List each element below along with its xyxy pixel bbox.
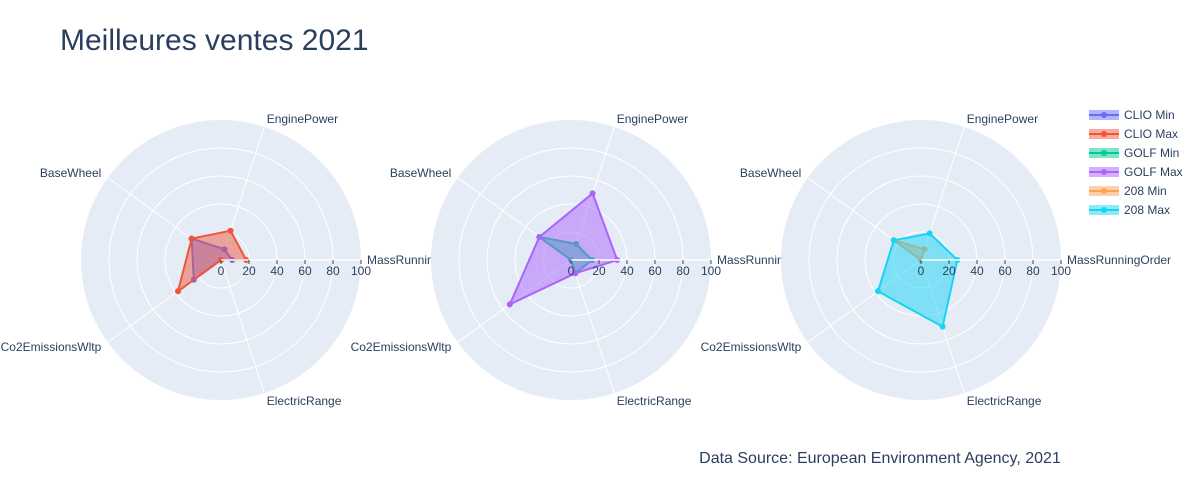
- data-point-golf_max-1: [589, 190, 596, 197]
- angular-axis-label: EnginePower: [267, 112, 338, 126]
- angular-axis-label: BaseWheel: [390, 166, 451, 180]
- angular-axis-label: EnginePower: [967, 112, 1038, 126]
- angular-gridline: [570, 259, 615, 394]
- radial-tick-label: 80: [1026, 264, 1040, 278]
- legend-marker: [1101, 112, 1107, 118]
- legend-item-clio_min[interactable]: CLIO Min: [1089, 108, 1175, 122]
- data-point-clio_max-1: [227, 227, 234, 234]
- radial-tick-label: 100: [1051, 264, 1071, 278]
- legend-item-p208_min[interactable]: 208 Min: [1089, 184, 1167, 198]
- angular-axis-label: EnginePower: [617, 112, 688, 126]
- radial-tick-label: 80: [676, 264, 690, 278]
- radial-tick-label: 60: [998, 264, 1012, 278]
- radial-tick-label: 40: [620, 264, 634, 278]
- polar-subplot-3: 0 20 40 60 80 100MassRunningOrderEnginePowerB…: [701, 112, 1171, 408]
- legend-item-golf_max[interactable]: GOLF Max: [1089, 165, 1183, 179]
- data-point-p208_max-4: [939, 323, 946, 330]
- series-area-p208_max: [877, 232, 959, 328]
- chart-title: Meilleures ventes 2021: [60, 24, 369, 57]
- data-point-golf_max-3: [506, 301, 513, 308]
- angular-gridline: [220, 259, 265, 394]
- polar-subplot-1: 0 20 40 60 80 100MassRunningOrderEnginePowerB…: [1, 112, 471, 408]
- data-point-p208_max-2: [890, 237, 897, 244]
- radial-tick-label: 60: [648, 264, 662, 278]
- angular-axis-label: ElectricRange: [617, 394, 692, 408]
- radial-tick-label: 20: [592, 264, 606, 278]
- data-source-note: Data Source: European Environment Agency…: [699, 450, 1061, 467]
- legend-item-clio_max[interactable]: CLIO Max: [1089, 127, 1178, 141]
- radial-tick-label: 0: [568, 264, 575, 278]
- legend-marker: [1101, 188, 1107, 194]
- radial-tick-label: 0: [918, 264, 925, 278]
- angular-axis-label: Co2EmissionsWltp: [1, 340, 102, 354]
- angular-axis-label: ElectricRange: [267, 394, 342, 408]
- legend-label: CLIO Min: [1124, 108, 1175, 122]
- data-point-golf_max-2: [536, 234, 543, 240]
- polar-subplots: 0 20 40 60 80 100MassRunningOrderEnginePowerB…: [1, 112, 1171, 408]
- radial-tick-label: 40: [270, 264, 284, 278]
- data-point-clio_max-2: [188, 235, 195, 242]
- radial-tick-label: 40: [970, 264, 984, 278]
- legend: CLIO Min CLIO Max GOLF Min GOLF Max 208 Min 2…: [1089, 108, 1183, 217]
- radial-tick-label: 60: [298, 264, 312, 278]
- legend-label: CLIO Max: [1124, 127, 1178, 141]
- legend-label: GOLF Min: [1124, 146, 1179, 160]
- angular-axis-label: Co2EmissionsWltp: [701, 340, 802, 354]
- angular-axis-label: BaseWheel: [40, 166, 101, 180]
- radial-tick-label: 0: [218, 264, 225, 278]
- polar-subplot-2: 0 20 40 60 80 100MassRunningOrderEnginePowerB…: [351, 112, 821, 408]
- legend-marker: [1101, 207, 1107, 213]
- data-point-clio_max-3: [175, 288, 181, 295]
- angular-axis-label: Co2EmissionsWltp: [351, 340, 452, 354]
- angular-axis-label: ElectricRange: [967, 394, 1042, 408]
- legend-marker: [1101, 169, 1107, 175]
- series-area-golf_max: [508, 192, 619, 306]
- legend-marker: [1101, 150, 1107, 156]
- data-point-p208_max-3: [875, 288, 881, 295]
- data-point-p208_max-1: [926, 230, 933, 237]
- legend-label: 208 Min: [1124, 184, 1167, 198]
- legend-label: 208 Max: [1124, 203, 1170, 217]
- radial-tick-label: 20: [242, 264, 256, 278]
- radial-tick-label: 100: [701, 264, 721, 278]
- radial-tick-label: 80: [326, 264, 340, 278]
- angular-axis-label: BaseWheel: [740, 166, 801, 180]
- legend-marker: [1101, 131, 1107, 137]
- angular-axis-label: MassRunningOrder: [1067, 253, 1171, 267]
- radial-tick-label: 100: [351, 264, 371, 278]
- legend-item-golf_min[interactable]: GOLF Min: [1089, 146, 1179, 160]
- data-point-golf_max-4: [572, 270, 579, 277]
- legend-item-p208_max[interactable]: 208 Max: [1089, 203, 1170, 217]
- radial-tick-label: 20: [942, 264, 956, 278]
- legend-label: GOLF Max: [1124, 165, 1183, 179]
